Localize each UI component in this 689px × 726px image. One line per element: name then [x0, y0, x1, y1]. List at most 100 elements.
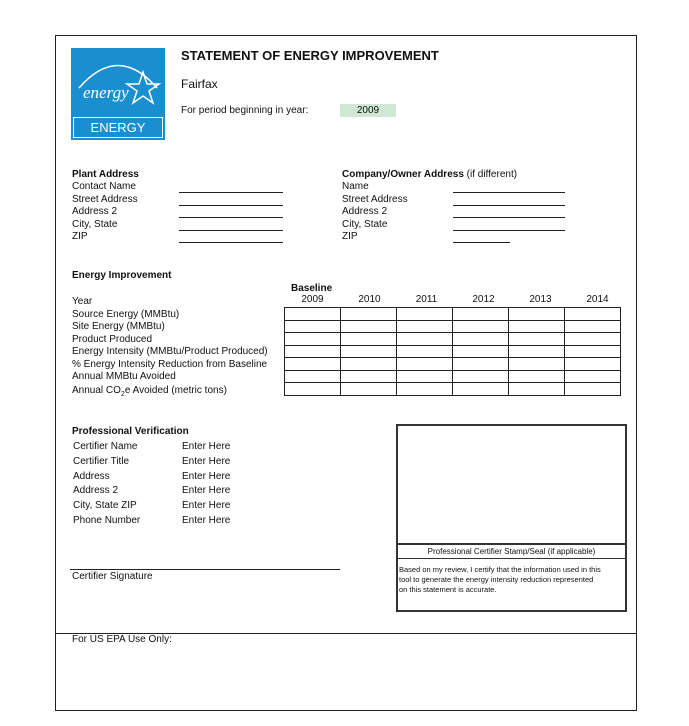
- table-cell[interactable]: [452, 307, 509, 321]
- page-title: STATEMENT OF ENERGY IMPROVEMENT: [181, 48, 439, 63]
- table-cell[interactable]: [452, 344, 509, 358]
- certify-text: Based on my review, I certify that the i…: [399, 565, 601, 595]
- table-row: [284, 369, 621, 383]
- table-cell[interactable]: [452, 382, 509, 396]
- period-label: For period beginning in year:: [181, 105, 309, 116]
- table-cell[interactable]: [508, 369, 565, 383]
- company-field-input[interactable]: [453, 242, 510, 243]
- table-row: [284, 382, 621, 396]
- table-row: [284, 344, 621, 358]
- plant-field-label: Street Address: [72, 193, 138, 205]
- table-cell[interactable]: [284, 357, 341, 371]
- plant-field-label: Address 2: [72, 206, 118, 217]
- table-cell[interactable]: [564, 319, 621, 333]
- table-cell[interactable]: [284, 332, 341, 346]
- table-cell[interactable]: [396, 344, 453, 358]
- table-cell[interactable]: [564, 307, 621, 321]
- table-cell[interactable]: [396, 307, 453, 321]
- verification-input[interactable]: Enter Here: [182, 470, 231, 482]
- table-cell[interactable]: [396, 319, 453, 333]
- verification-input[interactable]: Enter Here: [182, 515, 231, 526]
- period-year-field[interactable]: 2009: [340, 104, 396, 117]
- table-cell[interactable]: [564, 332, 621, 346]
- table-cell[interactable]: [340, 357, 397, 371]
- table-cell[interactable]: [564, 357, 621, 371]
- table-cell[interactable]: [396, 369, 453, 383]
- company-field-input[interactable]: [453, 192, 565, 193]
- epa-label: For US EPA Use Only:: [72, 634, 172, 645]
- verification-label: City, State ZIP: [73, 500, 137, 512]
- table-cell[interactable]: [508, 307, 565, 321]
- table-cell[interactable]: [340, 319, 397, 333]
- certify-line: Based on my review, I certify that the i…: [399, 565, 601, 574]
- table-cell[interactable]: [564, 369, 621, 383]
- table-cell[interactable]: [284, 307, 341, 321]
- table-cell[interactable]: [508, 319, 565, 333]
- verification-input[interactable]: Enter Here: [182, 485, 231, 497]
- table-cell[interactable]: [340, 382, 397, 396]
- table-cell[interactable]: [396, 332, 453, 346]
- row-label: Source Energy (MMBtu): [72, 308, 180, 320]
- baseline-label: Baseline: [291, 283, 333, 294]
- company-field-input[interactable]: [453, 229, 565, 231]
- table-cell[interactable]: [284, 369, 341, 383]
- energy-improvement-heading: Energy Improvement: [72, 270, 172, 281]
- plant-field-input[interactable]: [179, 242, 283, 243]
- year-header: 2012: [472, 294, 495, 305]
- year-header: 2009: [301, 294, 324, 305]
- table-cell[interactable]: [452, 357, 509, 371]
- plant-field-input[interactable]: [179, 192, 283, 193]
- year-header: 2013: [529, 294, 552, 305]
- table-cell[interactable]: [452, 332, 509, 346]
- plant-field-input[interactable]: [179, 204, 283, 206]
- table-cell[interactable]: [340, 369, 397, 383]
- plant-field-label: Contact Name: [72, 181, 136, 192]
- table-cell[interactable]: [396, 382, 453, 396]
- verification-heading: Professional Verification: [72, 426, 189, 437]
- table-row: [284, 332, 621, 346]
- plant-field-input[interactable]: [179, 217, 283, 218]
- verification-label: Certifier Name: [73, 441, 138, 452]
- plant-address-heading: Plant Address: [72, 169, 139, 180]
- table-cell[interactable]: [340, 307, 397, 321]
- table-row: [284, 319, 621, 333]
- year-header: 2014: [586, 294, 609, 305]
- signature-line[interactable]: [70, 569, 340, 570]
- table-cell[interactable]: [508, 382, 565, 396]
- table-cell[interactable]: [452, 369, 509, 383]
- signature-label: Certifier Signature: [72, 571, 153, 582]
- table-cell[interactable]: [508, 357, 565, 371]
- plant-field-input[interactable]: [179, 229, 283, 231]
- verification-input[interactable]: Enter Here: [182, 500, 231, 512]
- table-cell[interactable]: [564, 344, 621, 358]
- company-field-input[interactable]: [453, 217, 565, 218]
- table-cell[interactable]: [396, 357, 453, 371]
- table-cell[interactable]: [508, 332, 565, 346]
- table-cell[interactable]: [284, 344, 341, 358]
- svg-text:energy: energy: [83, 83, 129, 102]
- facility-name: Fairfax: [181, 77, 218, 91]
- epa-divider: [56, 633, 636, 634]
- table-cell[interactable]: [284, 382, 341, 396]
- table-cell[interactable]: [340, 332, 397, 346]
- table-cell[interactable]: [284, 319, 341, 333]
- company-field-label: ZIP: [342, 231, 358, 242]
- row-label: Site Energy (MMBtu): [72, 321, 165, 332]
- table-cell[interactable]: [452, 319, 509, 333]
- table-cell[interactable]: [508, 344, 565, 358]
- plant-field-label: ZIP: [72, 231, 88, 242]
- company-field-input[interactable]: [453, 204, 565, 206]
- verification-label: Address: [73, 470, 110, 482]
- table-cell[interactable]: [564, 382, 621, 396]
- verification-input[interactable]: Enter Here: [182, 455, 231, 467]
- year-header: 2010: [358, 294, 381, 305]
- year-header: 2011: [415, 294, 438, 305]
- company-field-label: City, State: [342, 218, 388, 230]
- row-label: Annual MMBtu Avoided: [72, 371, 176, 382]
- table-row: [284, 357, 621, 371]
- row-label: Energy Intensity (MMBtu/Product Produced…: [72, 346, 268, 357]
- verification-label: Address 2: [73, 485, 119, 497]
- energy-star-logo: energy ENERGY STAR: [71, 48, 165, 154]
- verification-input[interactable]: Enter Here: [182, 441, 231, 452]
- table-cell[interactable]: [340, 344, 397, 358]
